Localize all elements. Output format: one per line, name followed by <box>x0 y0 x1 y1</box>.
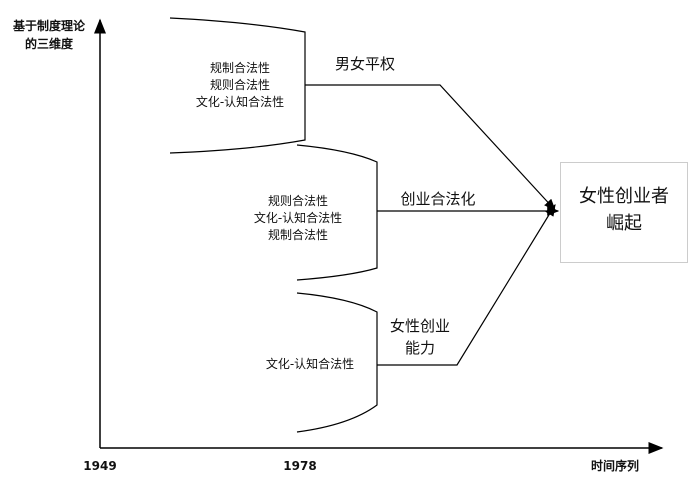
stage-line: 规制合法性 <box>267 228 328 242</box>
label-line: 女性创业 <box>389 317 450 335</box>
stage-line: 文化-认知合法性 <box>195 95 285 109</box>
outcome-text: 女性创业者 崛起 <box>561 183 687 237</box>
stage-line: 规制合法性 <box>209 61 270 75</box>
stage-line: 规则合法性 <box>209 78 270 92</box>
outcome-line: 女性创业者 <box>579 186 669 207</box>
stage-1-text: 规制合法性 规则合法性 文化-认知合法性 <box>170 60 310 111</box>
stage-line: 规则合法性 <box>267 194 328 208</box>
outcome-line: 崛起 <box>606 213 642 234</box>
tick-1949: 1949 <box>83 459 117 473</box>
label-gender-equality: 男女平权 <box>334 55 395 73</box>
x-axis-label: 时间序列 <box>590 459 639 473</box>
stage-line: 文化-认知合法性 <box>253 211 343 225</box>
arrow-gender-equality <box>305 84 556 211</box>
stage-3-shape <box>296 292 378 433</box>
arrow-capability <box>377 203 556 366</box>
y-axis-label: 基于制度理论 的三维度 <box>12 19 85 51</box>
tick-1978: 1978 <box>283 459 317 473</box>
label-legitimization: 创业合法化 <box>400 190 476 208</box>
label-capability: 女性创业 能力 <box>380 315 460 359</box>
stage-1-shape <box>169 17 306 154</box>
stage-2-shape <box>296 144 378 281</box>
outcome-box <box>560 162 688 263</box>
stage-line: 文化-认知合法性 <box>265 357 355 371</box>
stage-2-text: 规则合法性 文化-认知合法性 规制合法性 <box>228 193 368 244</box>
stage-3-text: 文化-认知合法性 <box>240 356 380 373</box>
label-line: 能力 <box>404 339 435 357</box>
